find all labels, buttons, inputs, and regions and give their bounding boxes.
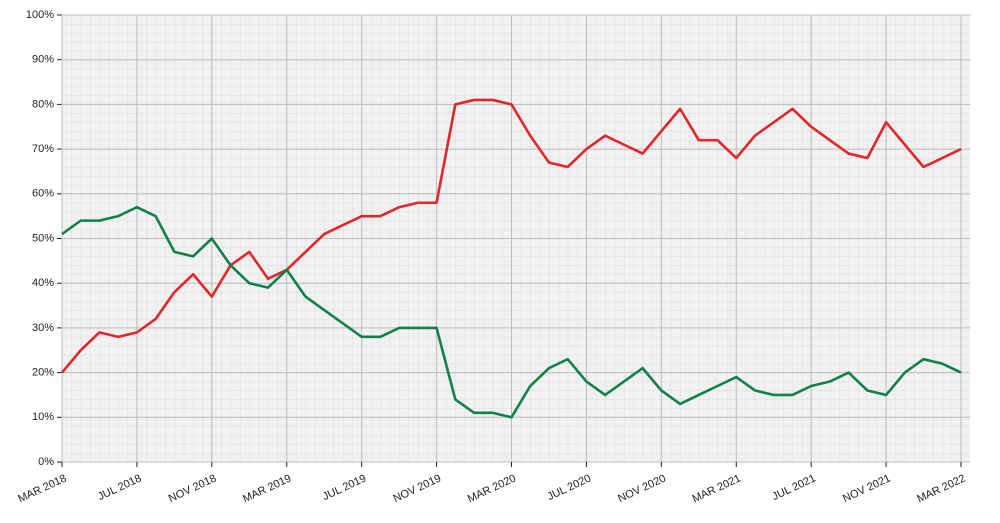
- y-tick-label: 50%: [32, 232, 54, 244]
- y-tick-label: 40%: [32, 277, 54, 289]
- y-tick-label: 70%: [32, 143, 54, 155]
- x-tick-label: MAR 2020: [466, 472, 518, 505]
- y-tick-label: 60%: [32, 188, 54, 200]
- y-tick-label: 20%: [32, 367, 54, 379]
- y-tick-label: 0%: [38, 456, 54, 468]
- x-tick-label: MAR 2022: [915, 472, 967, 505]
- y-tick-label: 30%: [32, 322, 54, 334]
- x-tick-label: JUL 2019: [321, 472, 368, 503]
- y-tick-label: 10%: [32, 411, 54, 423]
- x-tick-label: JUL 2021: [770, 472, 817, 503]
- x-tick-label: MAR 2021: [691, 472, 743, 505]
- y-tick-label: 100%: [26, 9, 54, 21]
- x-tick-label: NOV 2021: [841, 472, 893, 505]
- y-tick-label: 80%: [32, 98, 54, 110]
- series-line: [61, 205, 962, 419]
- x-tick-label: NOV 2020: [616, 472, 668, 505]
- x-tick-label: JUL 2020: [546, 472, 593, 503]
- x-tick-label: MAR 2019: [241, 472, 293, 505]
- x-tick-label: NOV 2019: [391, 472, 443, 505]
- x-tick-label: NOV 2018: [167, 472, 219, 505]
- x-tick-label: MAR 2018: [16, 472, 68, 505]
- series-line: [61, 98, 962, 374]
- y-tick-label: 90%: [32, 54, 54, 66]
- x-tick-label: JUL 2018: [96, 472, 143, 503]
